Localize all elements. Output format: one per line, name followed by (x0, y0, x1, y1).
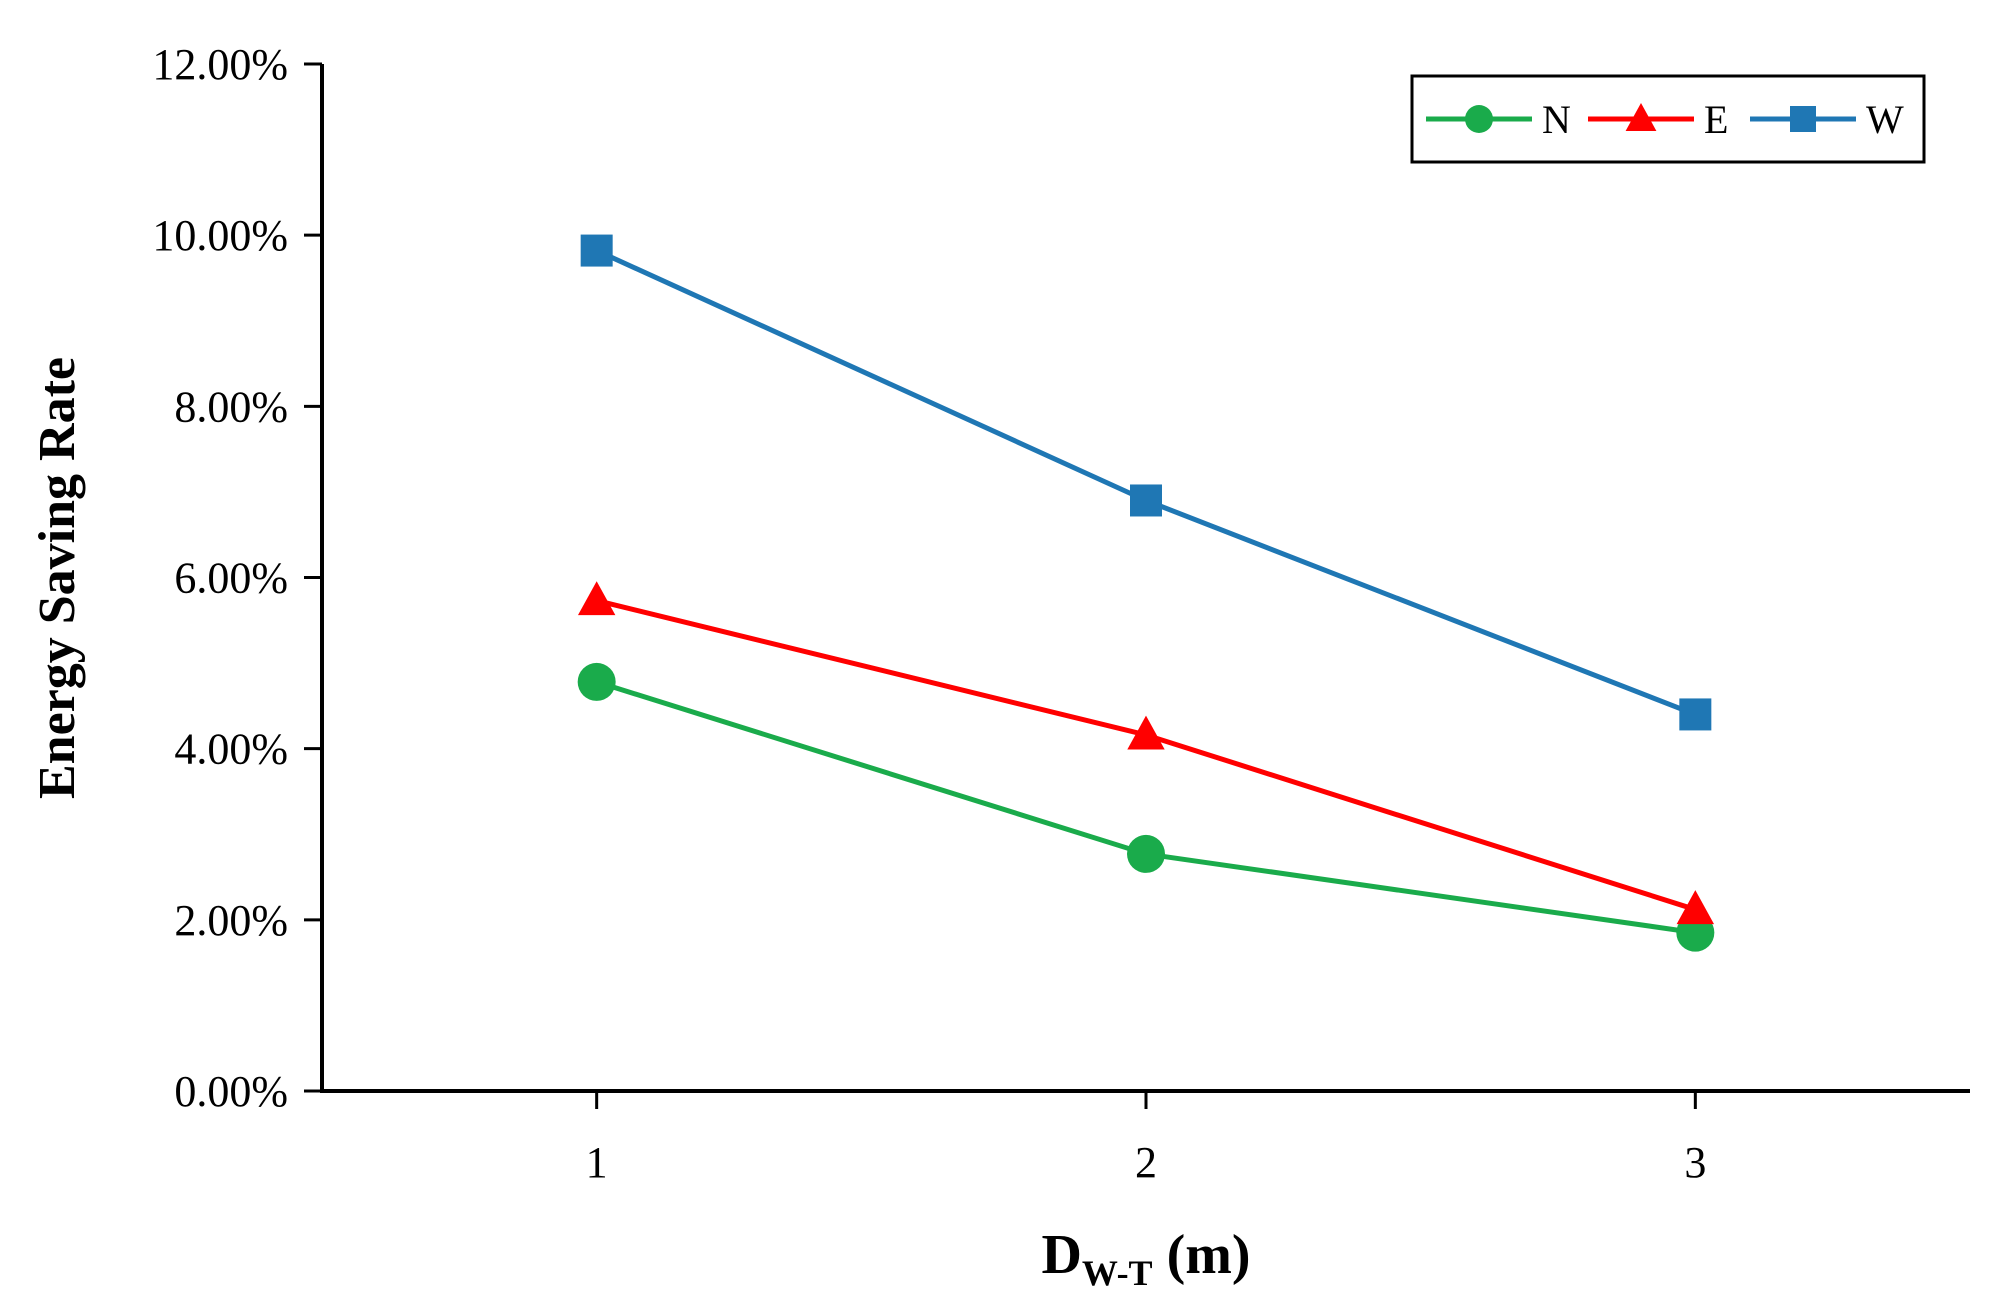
x-tick-label: 1 (586, 1138, 608, 1187)
y-tick-label: 12.00% (152, 40, 288, 89)
axis-titles: Energy Saving Rate DW-T (m) (29, 357, 1251, 1293)
legend-label: N (1542, 97, 1571, 142)
x-tick-label: 2 (1135, 1138, 1157, 1187)
y-tick-label: 10.00% (152, 211, 288, 260)
legend-marker (1790, 106, 1816, 132)
data-point (577, 581, 616, 616)
series-line (595, 248, 1697, 717)
y-tick-label: 2.00% (174, 896, 288, 945)
data-point (1127, 715, 1165, 750)
x-axis-title: DW-T (m) (1041, 1224, 1250, 1293)
legend-entry-e: E (1588, 97, 1728, 142)
series-w (580, 234, 1712, 731)
legend-entry-w: W (1750, 97, 1904, 142)
data-point (1676, 890, 1715, 925)
legend-marker (1465, 105, 1493, 133)
series-n (577, 662, 1715, 952)
series-e (577, 581, 1715, 925)
y-tick-label: 8.00% (174, 382, 288, 431)
legend-entry-n: N (1426, 97, 1571, 142)
data-point (580, 234, 613, 267)
data-point (577, 662, 616, 701)
data-point (1130, 484, 1162, 517)
y-tick-label: 4.00% (174, 725, 288, 774)
ticks: 0.00% 2.00% 4.00% 6.00% 8.00% 10.00% 12.00% 1 2 3 (152, 40, 1706, 1187)
x-tick-label: 3 (1684, 1138, 1706, 1187)
legend-marker (1625, 103, 1657, 131)
axes (320, 64, 1970, 1093)
y-tick-label: 0.00% (174, 1067, 288, 1116)
legend-label: E (1704, 97, 1728, 142)
data-point (1679, 698, 1712, 731)
y-tick-label: 6.00% (174, 554, 288, 603)
series-layer (577, 234, 1715, 952)
legend-label: W (1866, 97, 1904, 142)
y-axis-title: Energy Saving Rate (29, 357, 86, 799)
data-point (1127, 834, 1165, 873)
